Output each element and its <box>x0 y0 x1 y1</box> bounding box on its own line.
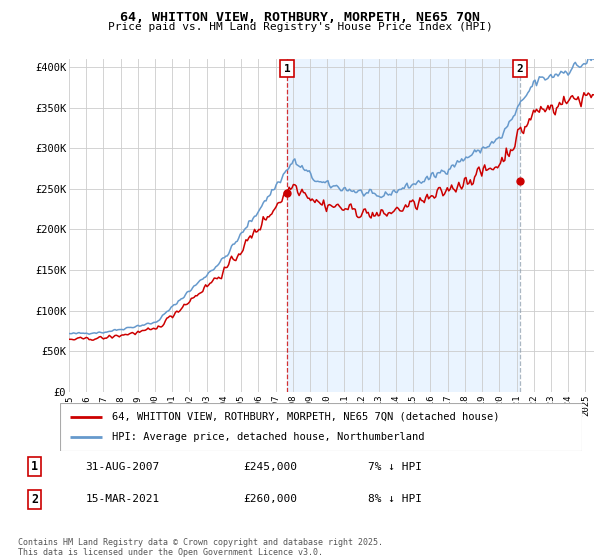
Text: 2: 2 <box>31 493 38 506</box>
Text: £245,000: £245,000 <box>244 461 298 472</box>
Text: 8% ↓ HPI: 8% ↓ HPI <box>368 494 422 505</box>
Text: HPI: Average price, detached house, Northumberland: HPI: Average price, detached house, Nort… <box>112 432 425 442</box>
Text: Price paid vs. HM Land Registry's House Price Index (HPI): Price paid vs. HM Land Registry's House … <box>107 22 493 32</box>
Text: 64, WHITTON VIEW, ROTHBURY, MORPETH, NE65 7QN (detached house): 64, WHITTON VIEW, ROTHBURY, MORPETH, NE6… <box>112 412 500 422</box>
Text: 1: 1 <box>284 64 290 74</box>
Text: 15-MAR-2021: 15-MAR-2021 <box>86 494 160 505</box>
Text: £260,000: £260,000 <box>244 494 298 505</box>
Text: 2: 2 <box>517 64 524 74</box>
Text: 64, WHITTON VIEW, ROTHBURY, MORPETH, NE65 7QN: 64, WHITTON VIEW, ROTHBURY, MORPETH, NE6… <box>120 11 480 24</box>
Text: 7% ↓ HPI: 7% ↓ HPI <box>368 461 422 472</box>
FancyBboxPatch shape <box>60 403 582 451</box>
Text: 1: 1 <box>31 460 38 473</box>
Text: 31-AUG-2007: 31-AUG-2007 <box>86 461 160 472</box>
Text: Contains HM Land Registry data © Crown copyright and database right 2025.
This d: Contains HM Land Registry data © Crown c… <box>18 538 383 557</box>
Bar <box>287 59 520 392</box>
